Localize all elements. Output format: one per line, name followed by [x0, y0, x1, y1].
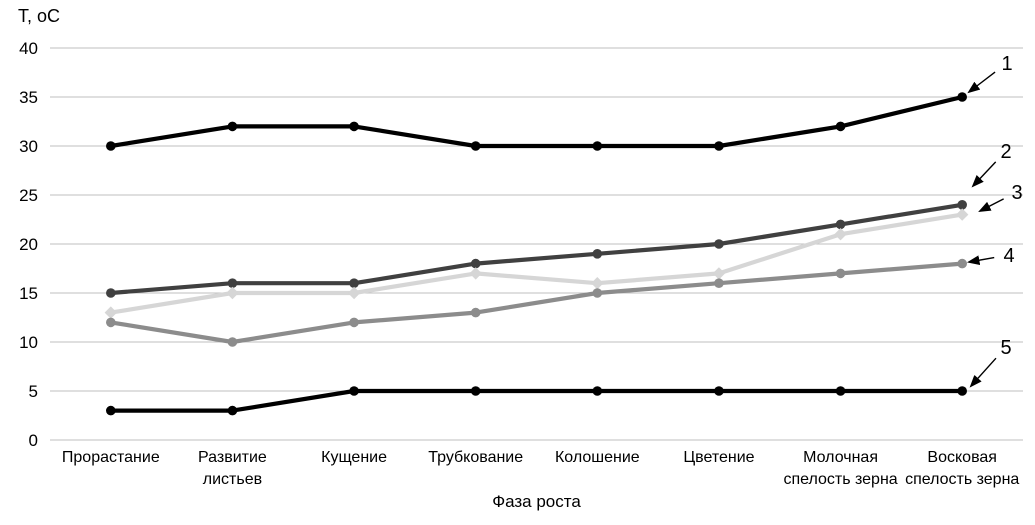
series-label-1: 1: [1001, 53, 1012, 75]
x-category-label: Развитие листьев: [198, 449, 267, 488]
series-1-point: [714, 141, 724, 151]
x-category-label: Прорастание: [62, 449, 160, 466]
series-5-point: [227, 405, 238, 416]
series-5-point: [349, 386, 359, 396]
series-2-point: [835, 219, 846, 230]
series-label-4: 4: [1003, 245, 1014, 267]
series-4-line: [108, 261, 965, 345]
x-axis-title: Фаза роста: [492, 492, 581, 511]
y-axis-title: Т, оС: [18, 6, 61, 26]
series-2-point: [957, 200, 967, 210]
series-3-point: [834, 228, 847, 241]
series-2-point: [714, 239, 724, 249]
series-3-point: [226, 286, 239, 300]
annotation-arrow-1: [967, 71, 996, 94]
series-1-point: [592, 141, 603, 151]
x-category-label: Кущение: [321, 449, 387, 466]
series-5-point: [592, 386, 603, 396]
series-4-point: [470, 307, 481, 318]
y-tick-label: 15: [19, 284, 38, 303]
series-2-point: [227, 278, 238, 289]
y-tick-label: 5: [29, 382, 38, 401]
y-tick-label: 35: [19, 88, 38, 107]
series-3-point: [104, 306, 118, 319]
y-tick-label: 20: [19, 235, 38, 254]
series-4-point: [835, 268, 846, 279]
y-tick-label: 0: [29, 431, 38, 450]
series-2-point: [470, 258, 481, 269]
series-4-point: [227, 337, 238, 347]
series-5-point: [470, 386, 481, 396]
series-5-point: [835, 386, 846, 396]
x-category-label: Колошение: [555, 449, 640, 466]
series-4-point: [349, 317, 359, 328]
series-1-point: [349, 121, 359, 132]
y-tick-label: 25: [19, 186, 38, 205]
series-1-point: [470, 141, 481, 151]
series-5-line: [108, 388, 965, 413]
series-5-point: [957, 386, 967, 396]
series-label-5: 5: [1000, 337, 1011, 359]
series-2-point: [592, 249, 603, 259]
y-tick-label: 40: [19, 39, 38, 58]
series-2-point: [106, 288, 116, 298]
series-5-point: [714, 386, 724, 396]
x-category-label: Трубкование: [428, 449, 523, 466]
annotation-arrow-2: [971, 161, 997, 188]
x-category-label: Молочная спелость зерна: [783, 449, 897, 488]
series-3-point: [712, 267, 726, 280]
y-tick-label: 30: [19, 137, 38, 156]
series-label-2: 2: [1000, 141, 1011, 163]
annotation-arrow-5: [969, 357, 997, 388]
annotation-arrow-3: [978, 198, 1004, 212]
series-1-point: [227, 121, 238, 132]
series-1-point: [106, 141, 116, 151]
series-4-point: [714, 278, 724, 289]
series-1-point: [957, 92, 967, 102]
annotation-arrow-4: [966, 255, 995, 266]
series-3-point: [469, 267, 482, 280]
series-4-point: [592, 288, 603, 298]
series-5-point: [106, 405, 116, 416]
series-1-line: [108, 94, 965, 149]
series-4-point: [957, 258, 967, 269]
series-3-point: [591, 277, 604, 290]
series-3-point: [955, 208, 969, 221]
y-tick-label: 10: [19, 333, 38, 352]
x-category-label: Восковая спелость зерна: [905, 449, 1019, 488]
series-3-point: [347, 286, 361, 300]
series-3-line: [108, 212, 965, 315]
x-category-label: Цветение: [683, 449, 754, 466]
series-2-line: [108, 202, 965, 296]
series-1-point: [835, 121, 846, 132]
series-4-point: [106, 317, 116, 328]
series-label-3: 3: [1011, 182, 1022, 204]
series-2-point: [349, 278, 359, 289]
